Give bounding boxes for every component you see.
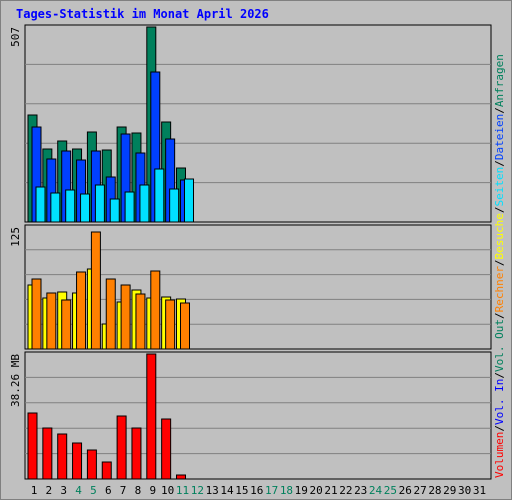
x-tick-label: 16 (250, 484, 263, 497)
panel-2-ymax-label: 125 (9, 227, 22, 247)
x-tick-label: 26 (399, 484, 412, 497)
panel-1-ymax-label: 507 (9, 27, 22, 47)
x-tick-label: 25 (384, 484, 397, 497)
bar-rechner-day-1 (31, 278, 42, 350)
bar-rechner-day-10 (165, 299, 176, 350)
bar-rechner-day-8 (135, 293, 146, 350)
x-tick-label: 6 (105, 484, 112, 497)
bar-volumen-day-8 (131, 427, 142, 480)
x-tick-label: 3 (60, 484, 67, 497)
x-tick-label: 28 (428, 484, 441, 497)
x-tick-label: 19 (295, 484, 308, 497)
bar-volumen-day-1 (27, 412, 38, 480)
bar-seiten-day-2 (50, 192, 61, 223)
legend-anfragen: Anfragen (493, 54, 506, 107)
x-tick-label: 17 (265, 484, 278, 497)
bar-volumen-day-2 (42, 427, 53, 480)
bar-rechner-day-6 (105, 278, 116, 350)
bar-volumen-day-9 (146, 353, 157, 480)
bar-volumen-day-7 (116, 415, 127, 480)
x-tick-label: 23 (354, 484, 367, 497)
x-tick-label: 31 (473, 484, 486, 497)
x-tick-label: 8 (135, 484, 142, 497)
bar-seiten-day-4 (80, 193, 91, 223)
x-tick-label: 11 (176, 484, 189, 497)
bar-rechner-day-11 (180, 302, 190, 350)
bar-volumen-day-5 (86, 449, 97, 480)
x-tick-label: 18 (280, 484, 293, 497)
x-tick-label: 30 (458, 484, 471, 497)
bar-volumen-day-11 (176, 474, 186, 480)
x-tick-label: 21 (324, 484, 337, 497)
bar-volumen-day-4 (72, 442, 83, 480)
legend-separator: / (493, 160, 506, 167)
bar-seiten-day-7 (124, 191, 135, 223)
bar-rechner-day-7 (120, 284, 131, 350)
legend-separator: / (493, 107, 506, 114)
bar-seiten-day-6 (109, 198, 120, 223)
bar-seiten-day-9 (154, 168, 165, 223)
bar-seiten-day-8 (139, 184, 150, 223)
bar-seiten-day-11 (184, 178, 194, 223)
x-tick-label: 22 (339, 484, 352, 497)
x-tick-label: 4 (75, 484, 82, 497)
bar-rechner-day-9 (150, 270, 161, 350)
legend-rechner: Rechner (493, 266, 506, 313)
x-tick-label: 29 (443, 484, 456, 497)
x-tick-label: 20 (310, 484, 323, 497)
bar-rechner-day-3 (61, 299, 72, 350)
x-tick-label: 27 (413, 484, 426, 497)
bar-rechner-day-2 (46, 292, 57, 350)
bar-seiten-day-5 (94, 184, 105, 223)
bar-volumen-day-6 (101, 461, 112, 480)
x-tick-label: 1 (31, 484, 38, 497)
bar-volumen-day-3 (57, 433, 68, 480)
x-tick-label: 13 (206, 484, 219, 497)
bar-volumen-day-10 (161, 418, 172, 480)
x-tick-label: 7 (120, 484, 127, 497)
legend-dateien: Dateien (493, 114, 506, 160)
legend-volumen: Volumen (493, 432, 506, 478)
bar-seiten-day-10 (169, 188, 180, 223)
legend-seiten: Seiten (493, 167, 506, 207)
x-tick-label: 5 (90, 484, 97, 497)
legend-volout: Vol. Out (493, 319, 506, 372)
legend-separator: / (493, 206, 506, 213)
legend-besuche: Besuche (493, 213, 506, 259)
legend-separator: / (493, 259, 506, 266)
x-tick-label: 14 (220, 484, 234, 497)
panel-3-plot-area (24, 351, 492, 480)
x-tick-label: 10 (161, 484, 174, 497)
x-tick-label: 24 (369, 484, 383, 497)
right-legend: Volumen/Vol. In/Vol. Out/Rechner/Besuche… (493, 54, 506, 478)
legend-volin: Vol. In (493, 379, 506, 425)
x-tick-label: 2 (46, 484, 53, 497)
bar-seiten-day-3 (65, 189, 76, 223)
chart-title: Tages-Statistik im Monat April 2026 (16, 7, 269, 21)
x-tick-label: 12 (191, 484, 204, 497)
legend-separator: / (493, 425, 506, 432)
panel-3-ymax-label: 38.26 MB (9, 354, 22, 407)
bar-seiten-day-1 (35, 186, 46, 223)
legend-separator: / (493, 312, 506, 319)
bar-rechner-day-5 (90, 231, 101, 350)
legend-separator: / (493, 372, 506, 379)
x-tick-label: 9 (149, 484, 156, 497)
bar-rechner-day-4 (76, 271, 87, 350)
x-tick-label: 15 (235, 484, 248, 497)
